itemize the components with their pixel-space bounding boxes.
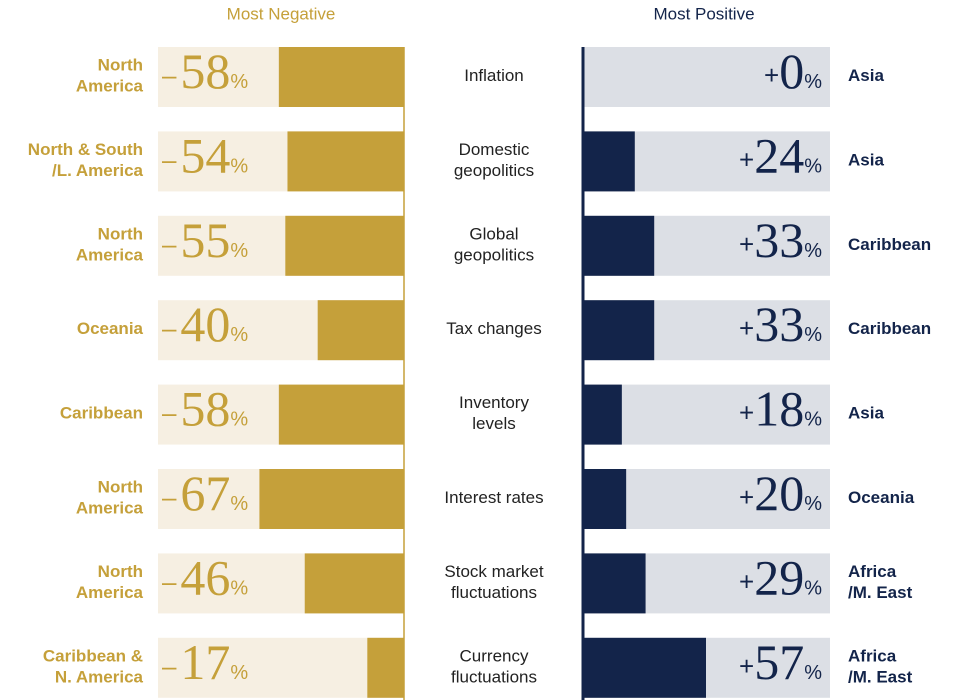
value-label: +57%	[739, 634, 822, 690]
value-label: – 40%	[162, 297, 248, 353]
bar	[583, 215, 655, 276]
bar	[367, 637, 404, 698]
region-label: North America	[76, 562, 144, 602]
panel-title: Most Positive	[653, 4, 754, 23]
bar	[583, 469, 627, 529]
bar	[287, 131, 404, 192]
region-label: Oceania	[77, 320, 144, 339]
bar	[583, 637, 706, 698]
bar	[304, 553, 404, 614]
region-label: North America	[76, 225, 144, 265]
region-label: Caribbean	[848, 235, 931, 254]
bar-track	[583, 384, 830, 445]
bar	[583, 553, 646, 614]
value-label: – 17%	[162, 634, 248, 690]
category-label: Stock market fluctuations	[444, 562, 543, 602]
bar	[259, 469, 404, 529]
region-label: Africa/M. East	[848, 562, 913, 602]
category-label: Currency fluctuations	[451, 647, 537, 687]
region-label: Caribbean	[60, 404, 143, 423]
category-label: Interest rates	[444, 488, 543, 507]
bar	[583, 131, 635, 192]
bar	[583, 384, 622, 445]
value-label: – 58%	[162, 43, 248, 99]
region-label: Asia	[848, 151, 884, 170]
value-label: +0%	[764, 43, 822, 99]
bar	[583, 300, 655, 361]
category-label: Inventory levels	[459, 394, 529, 434]
value-label: – 55%	[162, 212, 248, 268]
category-label: Inflation	[464, 66, 524, 85]
bar	[317, 300, 404, 361]
category-label: Global geopolitics	[454, 225, 534, 265]
value-label: +29%	[739, 550, 822, 606]
region-label: North America	[76, 478, 144, 518]
value-label: – 54%	[162, 128, 248, 184]
value-label: +33%	[739, 297, 822, 353]
region-label: Oceania	[848, 488, 915, 507]
region-label: Asia	[848, 404, 884, 423]
category-label: Tax changes	[446, 320, 541, 339]
bar	[278, 384, 404, 445]
region-label: North & South/L. America	[28, 140, 144, 180]
bar-track	[158, 637, 404, 698]
value-label: – 58%	[162, 381, 248, 437]
category-label: Domestic geopolitics	[454, 140, 534, 180]
value-label: +18%	[739, 381, 822, 437]
value-label: +20%	[739, 465, 822, 521]
bar-track	[583, 47, 830, 107]
bar	[278, 47, 404, 107]
value-label: +24%	[739, 128, 822, 184]
value-label: – 46%	[162, 550, 248, 606]
region-label: Asia	[848, 66, 884, 85]
bar	[285, 215, 404, 276]
value-label: – 67%	[162, 465, 248, 521]
region-label: Caribbean	[848, 320, 931, 339]
panel-title: Most Negative	[227, 4, 336, 23]
value-label: +33%	[739, 212, 822, 268]
region-label: North America	[76, 56, 144, 96]
region-label: Africa/M. East	[848, 647, 913, 687]
region-label: Caribbean & N. America	[43, 647, 144, 687]
